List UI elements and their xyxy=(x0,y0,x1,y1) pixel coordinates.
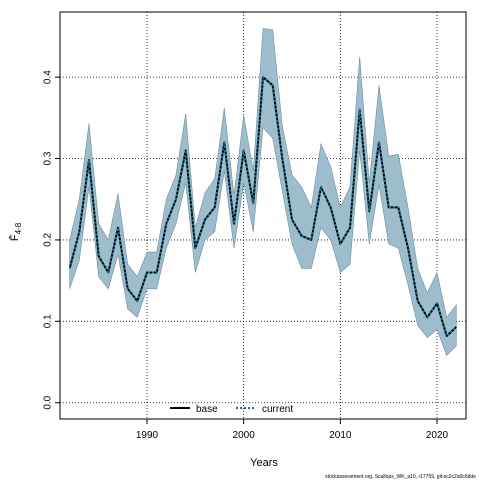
y-axis-title-main: F̄ xyxy=(8,234,21,241)
x-tick-label: 2010 xyxy=(329,430,352,441)
y-tick-label: 0.4 xyxy=(43,70,54,84)
x-axis: 1990 2000 2010 2020 xyxy=(136,419,449,441)
y-axis-title-subscript: 4-8 xyxy=(14,222,23,234)
y-axis: 0.0 0.1 0.2 0.3 0.4 xyxy=(43,70,60,410)
series-line-current xyxy=(68,76,457,337)
y-tick-label: 0.0 xyxy=(43,395,54,409)
series-lines xyxy=(68,76,457,337)
y-axis-title: F̄4-8 xyxy=(8,222,23,241)
y-axis-title-group: F̄4-8 xyxy=(8,222,23,241)
x-axis-title: Years xyxy=(250,457,278,469)
confidence-band-outline xyxy=(69,27,457,357)
y-tick-label: 0.2 xyxy=(43,233,54,247)
x-tick-label: 2020 xyxy=(426,430,449,441)
grid-lines xyxy=(60,12,466,419)
legend-label-base: base xyxy=(196,404,218,415)
legend-label-current: current xyxy=(262,404,293,415)
legend: base current xyxy=(170,404,293,415)
y-tick-label: 0.1 xyxy=(43,314,54,328)
plot-frame xyxy=(59,11,467,420)
y-tick-label: 0.3 xyxy=(43,151,54,165)
x-tick-label: 1990 xyxy=(136,430,159,441)
source-note: stockassessment.org, Scallops_WK_a10, r1… xyxy=(325,474,476,480)
x-tick-label: 2000 xyxy=(233,430,256,441)
